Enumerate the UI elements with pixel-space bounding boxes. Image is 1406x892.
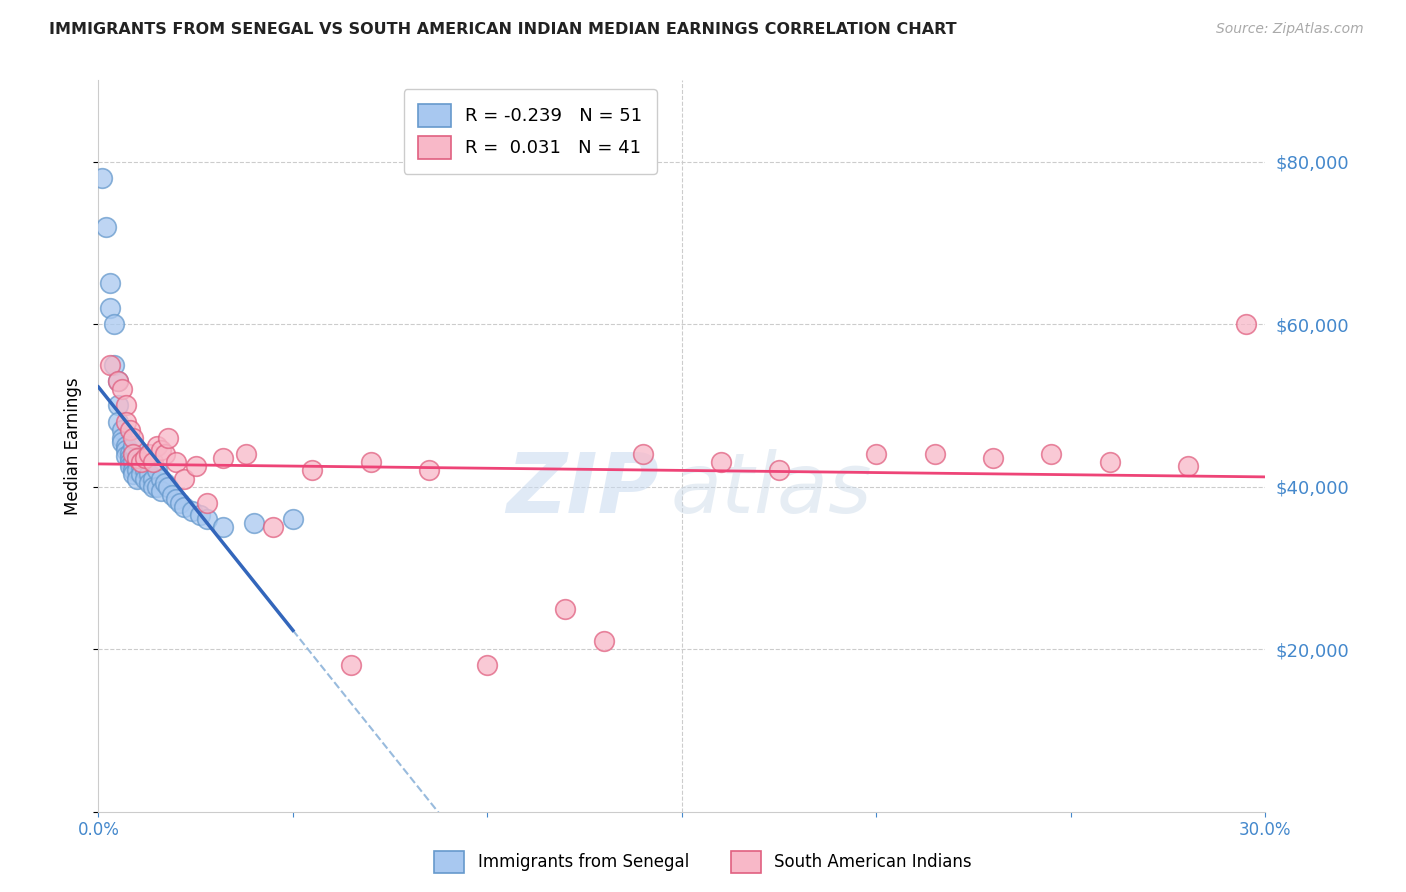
Point — [111, 423, 134, 437]
Text: IMMIGRANTS FROM SENEGAL VS SOUTH AMERICAN INDIAN MEDIAN EARNINGS CORRELATION CHA: IMMIGRANTS FROM SENEGAL VS SOUTH AMERICA… — [49, 22, 957, 37]
Point — [195, 496, 218, 510]
Point — [111, 382, 134, 396]
Point — [122, 431, 145, 445]
Point — [340, 658, 363, 673]
Point — [554, 601, 576, 615]
Point — [118, 445, 141, 459]
Point — [173, 471, 195, 485]
Point — [127, 455, 149, 469]
Point — [593, 634, 616, 648]
Point — [118, 459, 141, 474]
Point — [122, 447, 145, 461]
Point — [360, 455, 382, 469]
Point — [477, 658, 499, 673]
Point — [149, 483, 172, 498]
Point — [118, 423, 141, 437]
Point — [142, 471, 165, 485]
Point — [134, 463, 156, 477]
Point — [243, 516, 266, 531]
Point — [114, 415, 136, 429]
Point — [111, 434, 134, 449]
Point — [114, 439, 136, 453]
Point — [118, 455, 141, 469]
Point — [184, 459, 207, 474]
Point — [1234, 317, 1257, 331]
Point — [118, 451, 141, 466]
Point — [418, 463, 440, 477]
Point — [301, 463, 323, 477]
Point — [107, 398, 129, 412]
Point — [107, 374, 129, 388]
Text: atlas: atlas — [671, 450, 872, 531]
Point — [162, 488, 184, 502]
Point — [281, 512, 304, 526]
Point — [865, 447, 887, 461]
Point — [111, 431, 134, 445]
Point — [138, 475, 160, 490]
Point — [188, 508, 211, 522]
Point — [129, 455, 152, 469]
Point — [96, 219, 118, 234]
Point — [142, 455, 165, 469]
Point — [103, 358, 125, 372]
Point — [195, 512, 218, 526]
Point — [98, 277, 121, 291]
Point — [142, 480, 165, 494]
Point — [235, 447, 257, 461]
Point — [631, 447, 654, 461]
Text: ZIP: ZIP — [506, 450, 658, 531]
Point — [924, 447, 946, 461]
Point — [165, 455, 187, 469]
Point — [107, 415, 129, 429]
Point — [122, 463, 145, 477]
Text: Source: ZipAtlas.com: Source: ZipAtlas.com — [1216, 22, 1364, 37]
Point — [134, 471, 156, 485]
Point — [127, 463, 149, 477]
Point — [114, 443, 136, 458]
Point — [768, 463, 790, 477]
Point — [262, 520, 284, 534]
Point — [146, 480, 169, 494]
Point — [122, 467, 145, 482]
Point — [149, 443, 172, 458]
Point — [146, 439, 169, 453]
Legend: R = -0.239   N = 51, R =  0.031   N = 41: R = -0.239 N = 51, R = 0.031 N = 41 — [404, 89, 657, 174]
Point — [107, 374, 129, 388]
Point — [180, 504, 202, 518]
Point — [157, 431, 180, 445]
Point — [127, 451, 149, 466]
Point — [114, 449, 136, 463]
Point — [146, 463, 169, 477]
Point — [212, 520, 235, 534]
Point — [114, 398, 136, 412]
Point — [153, 447, 176, 461]
Point — [1098, 455, 1121, 469]
Point — [127, 471, 149, 485]
Legend: Immigrants from Senegal, South American Indians: Immigrants from Senegal, South American … — [427, 845, 979, 880]
Point — [129, 459, 152, 474]
Point — [122, 455, 145, 469]
Point — [103, 317, 125, 331]
Point — [165, 491, 187, 506]
Point — [981, 451, 1004, 466]
Point — [169, 496, 191, 510]
Point — [173, 500, 195, 514]
Point — [149, 471, 172, 485]
Point — [98, 358, 121, 372]
Point — [98, 301, 121, 315]
Point — [212, 451, 235, 466]
Point — [1040, 447, 1063, 461]
Point — [157, 480, 180, 494]
Point — [91, 170, 114, 185]
Point — [127, 451, 149, 466]
Point — [1177, 459, 1199, 474]
Y-axis label: Median Earnings: Median Earnings — [65, 377, 83, 515]
Point — [153, 475, 176, 490]
Point — [122, 439, 145, 453]
Point — [129, 467, 152, 482]
Point — [710, 455, 733, 469]
Point — [134, 451, 156, 466]
Point — [138, 467, 160, 482]
Point — [138, 447, 160, 461]
